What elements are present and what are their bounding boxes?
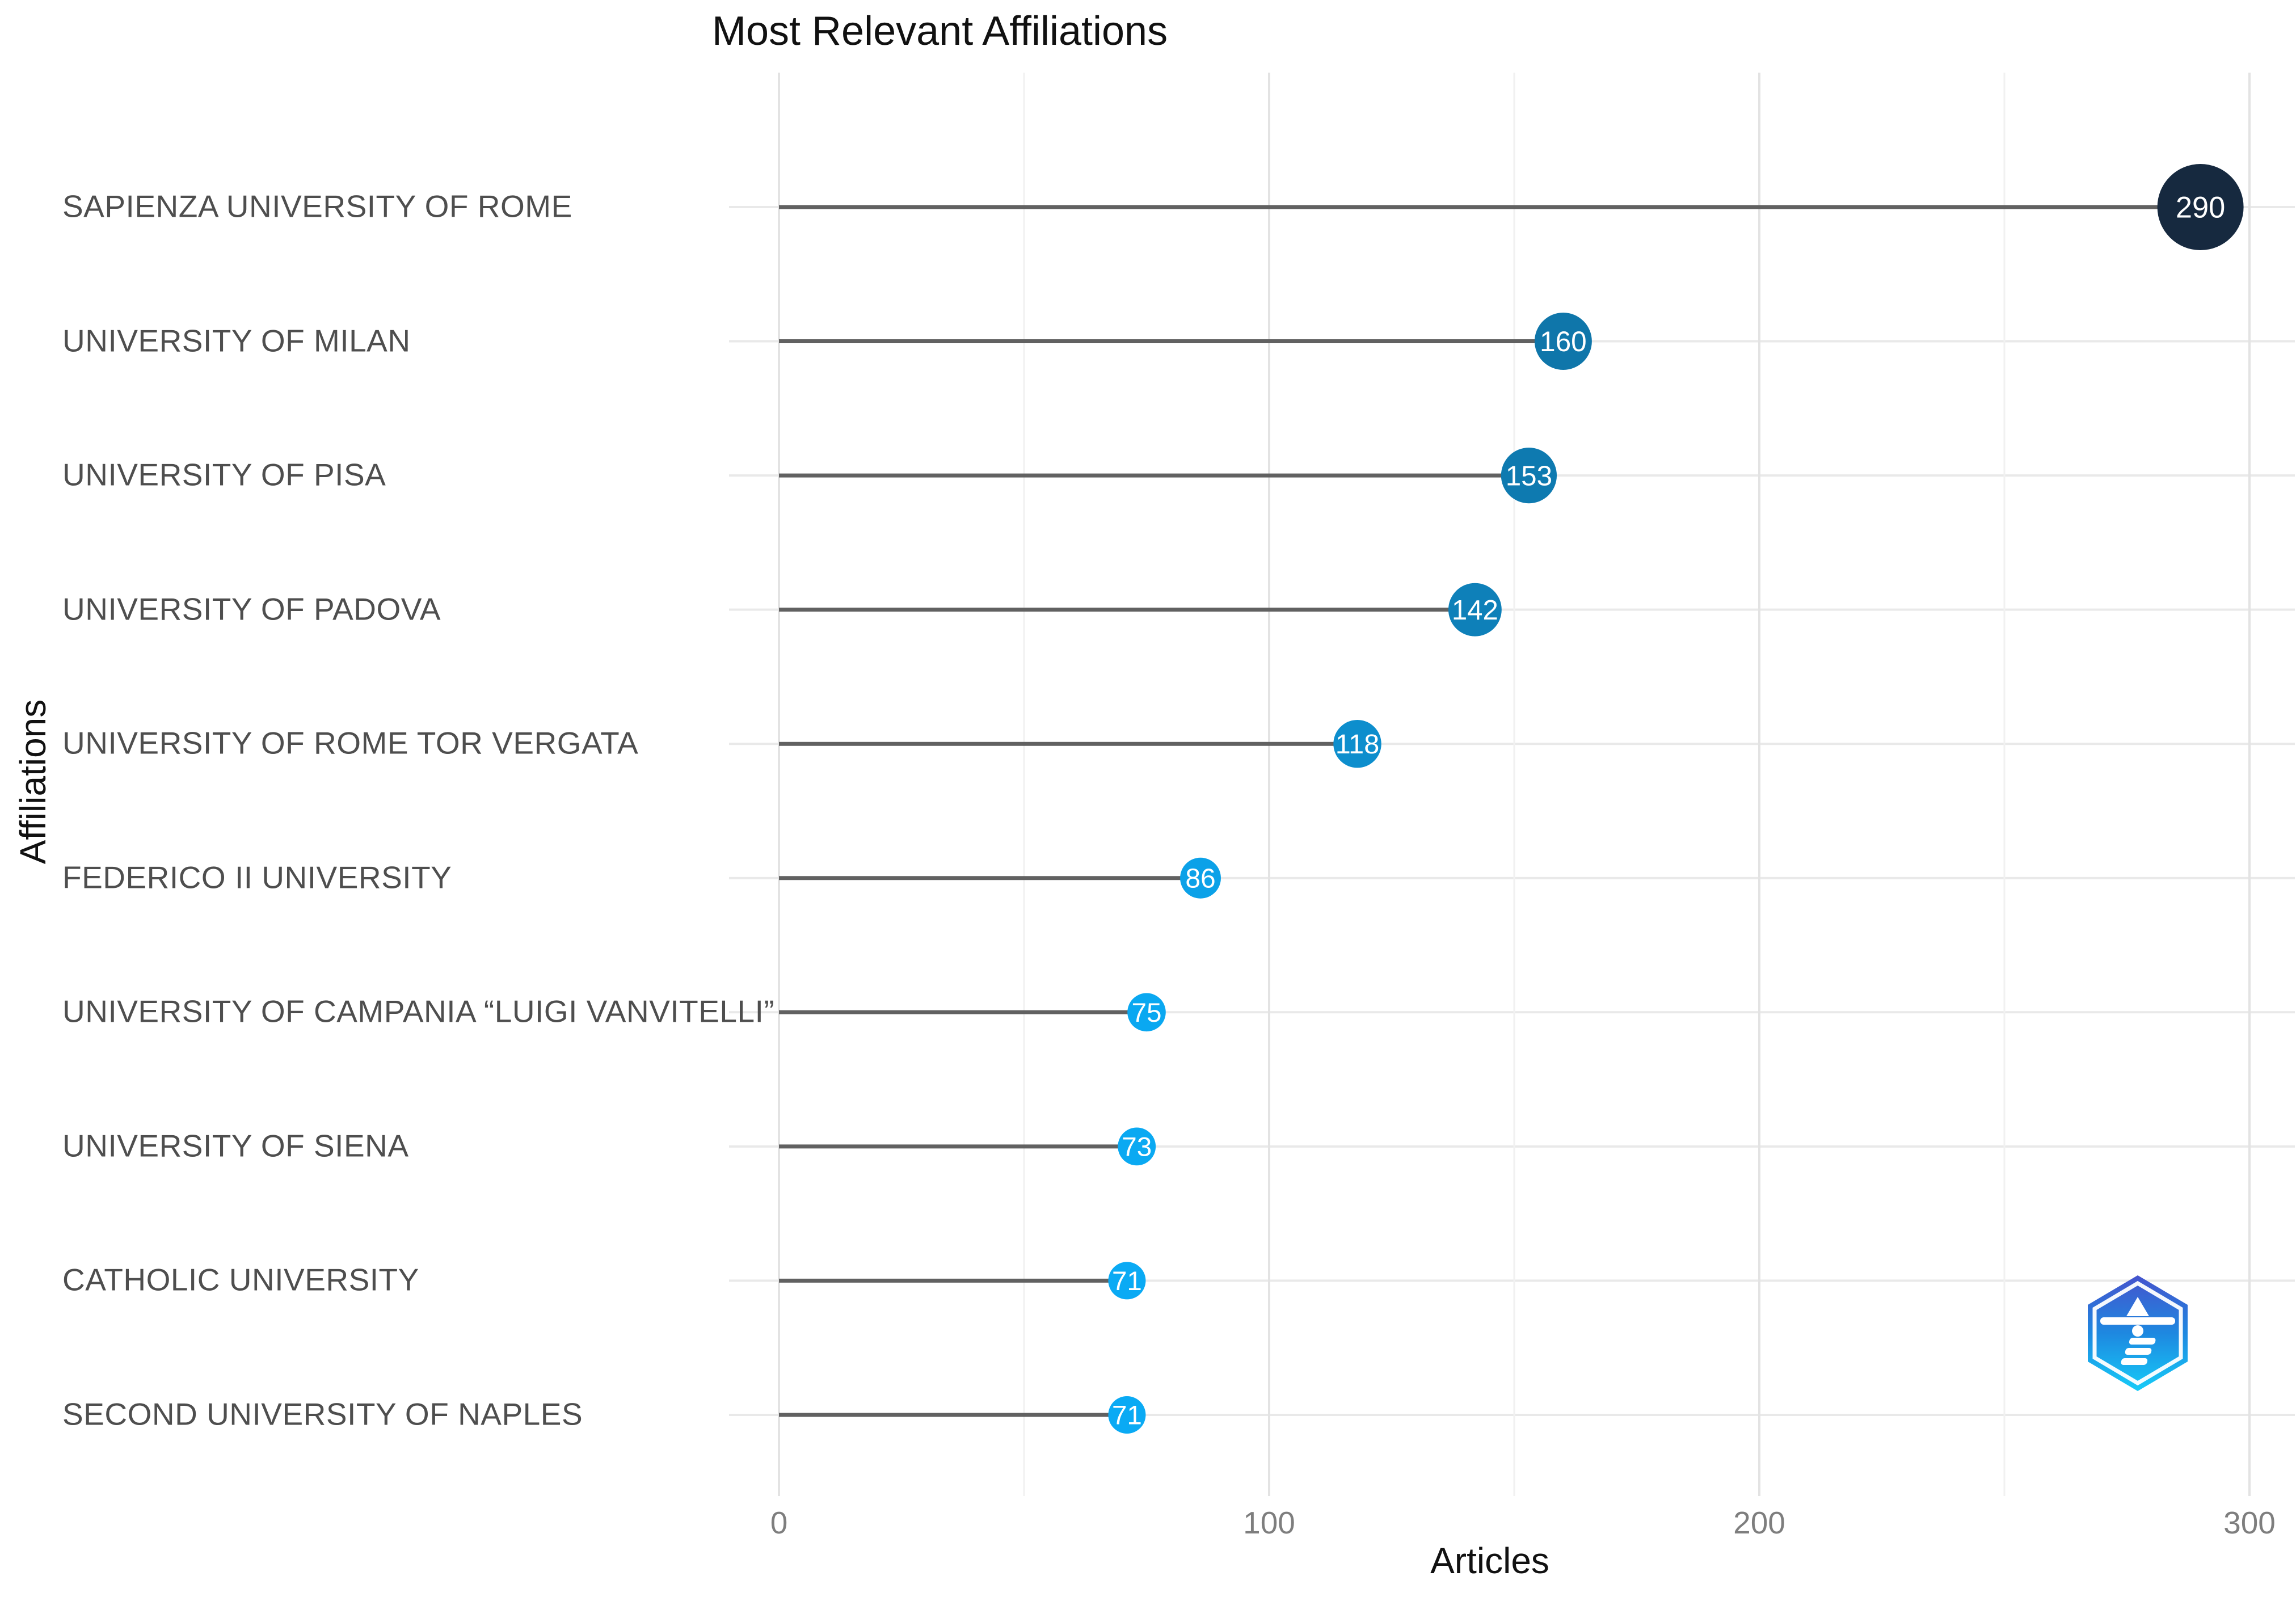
data-point-value: 71: [1112, 1266, 1142, 1296]
data-point-value: 153: [1506, 460, 1552, 491]
data-point: [1108, 1262, 1146, 1300]
category-label: UNIVERSITY OF SIENA: [62, 1128, 409, 1164]
category-label: SAPIENZA UNIVERSITY OF ROME: [62, 188, 572, 224]
logo-lighthouse: [2100, 1297, 2175, 1365]
category-label: UNIVERSITY OF PISA: [62, 457, 386, 492]
data-point: [1448, 583, 1502, 637]
data-point: [2157, 164, 2244, 250]
y-axis-title: Affiliations: [12, 699, 53, 865]
data-point: [1501, 447, 1557, 504]
data-point-value: 75: [1131, 998, 1161, 1028]
data-point-value: 86: [1185, 864, 1215, 894]
category-label: CATHOLIC UNIVERSITY: [62, 1262, 419, 1298]
data-point: [1534, 313, 1592, 370]
data-point: [1333, 719, 1381, 768]
data-point-value: 73: [1122, 1132, 1152, 1162]
category-label: UNIVERSITY OF CAMPANIA “LUIGI VANVITELLI…: [62, 994, 775, 1030]
category-label: SECOND UNIVERSITY OF NAPLES: [62, 1396, 583, 1432]
data-point-value: 160: [1540, 326, 1587, 357]
data-point-value: 290: [2176, 191, 2225, 224]
data-point: [1118, 1127, 1156, 1166]
x-axis-title: Articles: [1430, 1540, 1549, 1581]
x-tick-label: 0: [770, 1505, 788, 1540]
category-label: UNIVERSITY OF PADOVA: [62, 591, 441, 627]
bibliometrix-logo-icon: [2088, 1275, 2188, 1391]
data-point: [1180, 857, 1221, 899]
category-label: UNIVERSITY OF ROME TOR VERGATA: [62, 725, 639, 761]
data-point: [1108, 1396, 1146, 1434]
category-label: UNIVERSITY OF MILAN: [62, 323, 411, 359]
x-tick-label: 300: [2223, 1505, 2276, 1540]
data-point-value: 142: [1452, 595, 1498, 626]
chart-title: Most Relevant Affiliations: [712, 9, 1168, 54]
x-tick-label: 100: [1243, 1505, 1295, 1540]
x-tick-label: 200: [1733, 1505, 1785, 1540]
data-point-value: 71: [1112, 1401, 1142, 1431]
data-point: [1127, 993, 1166, 1032]
data-point-value: 118: [1336, 729, 1379, 760]
category-label: FEDERICO II UNIVERSITY: [62, 859, 452, 895]
